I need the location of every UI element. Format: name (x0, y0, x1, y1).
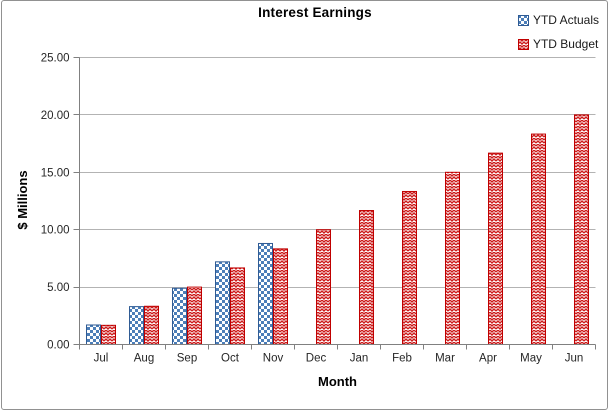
bar-ytd-budget-nov (273, 248, 288, 345)
svg-text:5.00: 5.00 (47, 282, 69, 294)
bar-ytd-actuals-jul (86, 324, 101, 346)
svg-text:Feb: Feb (392, 353, 412, 365)
bar-ytd-budget-mar (445, 171, 460, 345)
svg-text:Aug: Aug (134, 353, 154, 365)
legend-swatch-actuals-icon (517, 14, 529, 26)
svg-text:Oct: Oct (221, 353, 240, 365)
legend: YTD Actuals YTD Budget (517, 13, 599, 51)
bar-ytd-budget-aug (144, 305, 159, 346)
bar-ytd-actuals-nov (258, 242, 273, 345)
svg-text:Mar: Mar (435, 353, 455, 365)
gridlines (79, 57, 596, 288)
bar-ytd-budget-apr (488, 152, 503, 345)
svg-text:15.00: 15.00 (41, 167, 70, 179)
bar-ytd-budget-dec (316, 229, 331, 345)
bar-ytd-budget-jan (359, 210, 374, 345)
chart-title: Interest Earnings (258, 5, 372, 20)
axes (73, 57, 596, 350)
svg-text:Jul: Jul (94, 353, 109, 365)
bar-ytd-actuals-oct (215, 261, 230, 345)
legend-item-ytd-budget[interactable]: YTD Budget (517, 37, 599, 51)
y-tick-labels: 0.00 5.00 10.00 15.00 20.00 25.00 (41, 53, 70, 352)
svg-text:20.00: 20.00 (41, 110, 70, 122)
bars (86, 114, 589, 346)
bar-ytd-actuals-sep (172, 287, 187, 345)
bar-ytd-budget-may (531, 133, 546, 345)
svg-text:0.00: 0.00 (47, 340, 69, 352)
legend-swatch-budget-icon (517, 38, 529, 50)
svg-text:May: May (520, 353, 542, 365)
svg-text:Jun: Jun (565, 353, 584, 365)
legend-item-ytd-actuals[interactable]: YTD Actuals (517, 13, 599, 27)
svg-text:Nov: Nov (263, 353, 284, 365)
bar-ytd-budget-jun (574, 114, 589, 346)
svg-text:Sep: Sep (177, 353, 197, 365)
svg-text:Dec: Dec (306, 353, 327, 365)
bar-ytd-budget-feb (402, 190, 417, 345)
svg-text:Jan: Jan (350, 353, 369, 365)
svg-text:10.00: 10.00 (41, 225, 70, 237)
x-tick-labels: Jul Aug Sep Oct Nov Dec Jan Feb Mar Apr May Jun (94, 353, 584, 365)
legend-label-ytd-budget: YTD Budget (532, 37, 599, 51)
bar-ytd-actuals-aug (129, 306, 144, 345)
bar-ytd-budget-sep (187, 286, 202, 346)
svg-text:Apr: Apr (479, 353, 497, 365)
svg-text:25.00: 25.00 (41, 53, 70, 65)
bar-ytd-budget-oct (230, 267, 245, 346)
bar-ytd-budget-jul (101, 324, 116, 345)
legend-label-ytd-actuals: YTD Actuals (532, 13, 599, 27)
x-axis-title: Month (318, 374, 357, 389)
